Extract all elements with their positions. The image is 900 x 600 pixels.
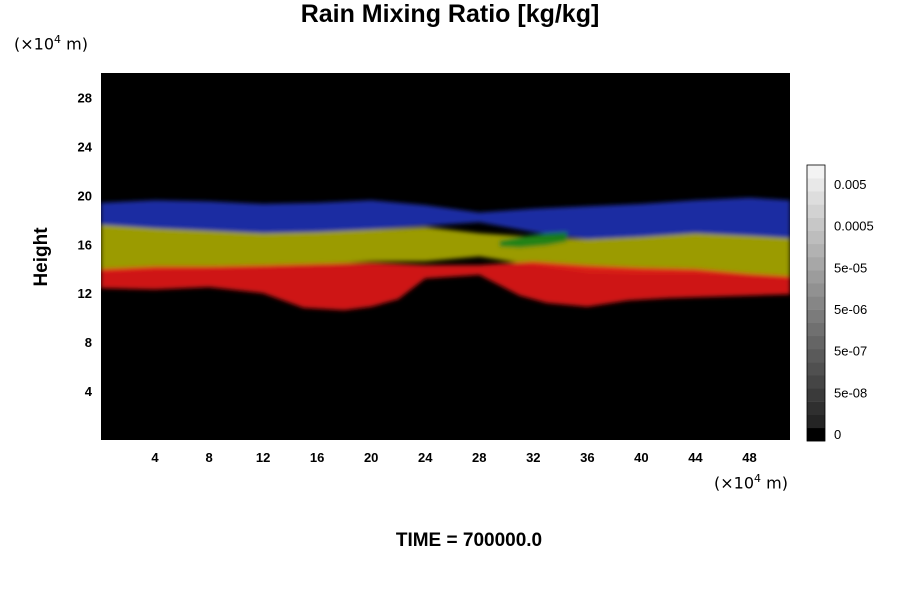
colorbar-label: 0.005 (834, 177, 867, 192)
colorbar-segment (807, 243, 825, 258)
y-tick-label: 28 (78, 90, 92, 105)
colorbar-label: 5e-08 (834, 385, 867, 400)
colorbar-segment (807, 349, 825, 363)
colorbar-segment (807, 388, 825, 402)
colorbar-segment (807, 414, 825, 429)
x-tick-label: 32 (526, 450, 540, 465)
chart-title: Rain Mixing Ratio [kg/kg] (300, 0, 600, 28)
colorbar-label: 5e-07 (834, 344, 867, 359)
colorbar-segment (807, 401, 825, 415)
x-tick-label: 12 (256, 450, 270, 465)
x-tick-label: 44 (688, 450, 703, 465)
colorbar-segment (807, 296, 825, 310)
colorbar-label: 0.0005 (834, 219, 874, 234)
x-tick-label: 4 (151, 450, 159, 465)
colorbar-segment (807, 362, 825, 376)
colorbar-label: 5e-06 (834, 302, 867, 317)
colorbar-segment (807, 270, 825, 284)
x-tick-label: 48 (742, 450, 756, 465)
colorbar-segment (807, 335, 825, 350)
y-tick-label: 4 (85, 384, 93, 399)
colorbar-segment (807, 309, 825, 323)
colorbar-label: 0 (834, 427, 841, 442)
colorbar-segment (807, 191, 825, 205)
y-tick-label: 24 (78, 139, 93, 154)
x-tick-label: 8 (205, 450, 212, 465)
colorbar-segment (807, 257, 825, 271)
y-tick-label: 12 (78, 286, 92, 301)
time-label: TIME = 700000.0 (395, 530, 543, 551)
colorbar-label: 5e-05 (834, 260, 867, 275)
layer-green (499, 232, 568, 248)
y-tick-label: 8 (85, 335, 92, 350)
x-tick-label: 40 (634, 450, 648, 465)
colorbar-segment (807, 204, 825, 218)
y-axis-unit: (×104 m) (14, 33, 88, 54)
colorbar-segment (807, 230, 825, 245)
colorbar-segment (807, 283, 825, 297)
colorbar-segment (807, 427, 825, 442)
layer-blue (101, 197, 790, 240)
x-tick-label: 20 (364, 450, 378, 465)
x-tick-label: 16 (310, 450, 324, 465)
x-tick-label: 24 (418, 450, 433, 465)
x-tick-label: 36 (580, 450, 594, 465)
colorbar-segment (807, 217, 825, 231)
colorbar-segment (807, 322, 825, 337)
y-tick-label: 20 (78, 188, 92, 203)
y-tick-label: 16 (78, 237, 92, 252)
x-axis-unit: (×104 m) (714, 472, 788, 493)
layer-red (101, 261, 790, 311)
colorbar-segment (807, 375, 825, 389)
colorbar-segment (807, 165, 825, 179)
colorbar: 0 5e-08 5e-07 5e-06 5e-05 0.0005 0.005 (806, 164, 874, 442)
colorbar-segment (807, 178, 825, 192)
x-tick-label: 28 (472, 450, 486, 465)
